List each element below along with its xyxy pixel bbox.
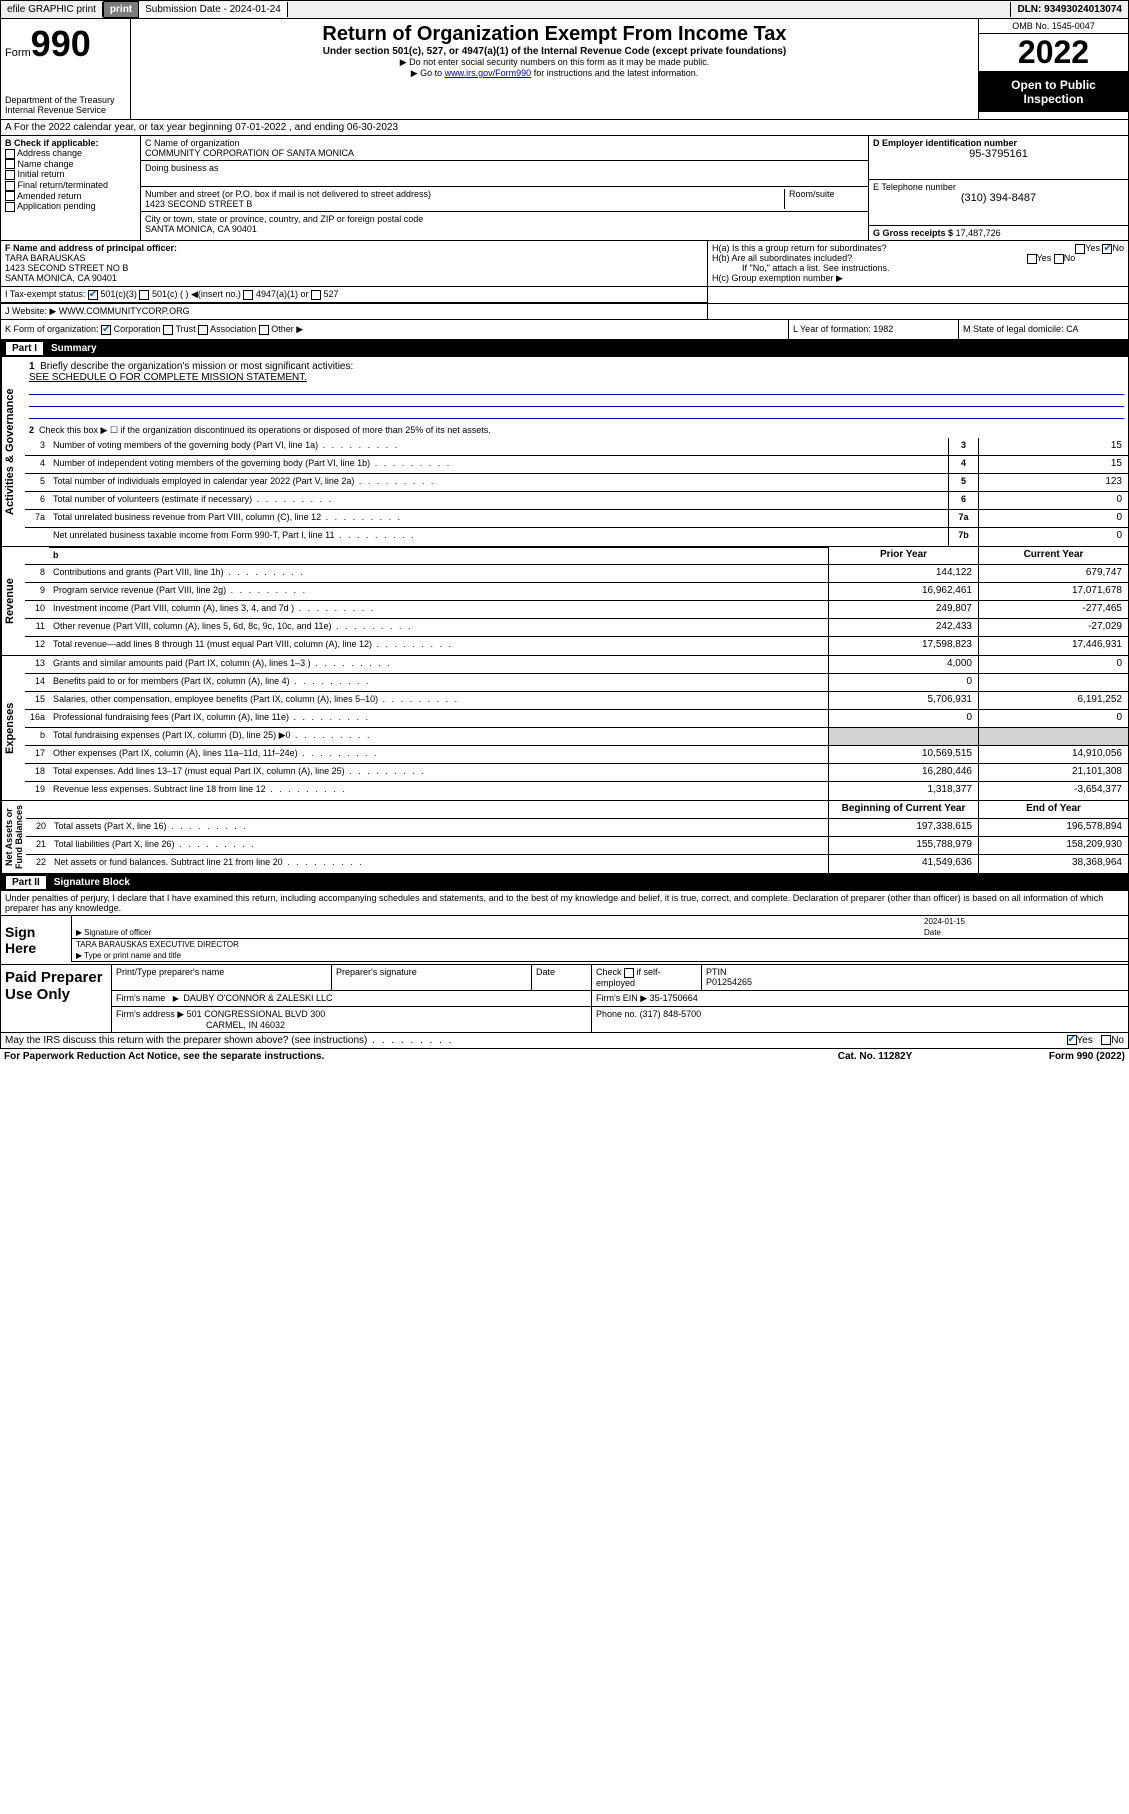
submission-date: Submission Date - 2024-01-24 [139,2,288,17]
chk-final[interactable]: Final return/terminated [5,180,136,191]
officer-sig-name: TARA BARAUSKAS EXECUTIVE DIRECTOR [76,940,239,949]
vert-revenue: Revenue [1,547,25,655]
firm-name: DAUBY O'CONNOR & ZALESKI LLC [183,993,332,1003]
irs-link[interactable]: www.irs.gov/Form990 [445,68,532,78]
row-klm: K Form of organization: Corporation Trus… [0,320,1129,340]
ha-no-check[interactable] [1102,244,1112,254]
chk-name[interactable]: Name change [5,159,136,170]
form-title: Return of Organization Exempt From Incom… [135,23,974,46]
omb: OMB No. 1545-0047 [979,19,1128,34]
row-j: J Website: ▶ WWW.COMMUNITYCORP.ORG [0,304,1129,320]
declaration: Under penalties of perjury, I declare th… [0,891,1129,916]
form-990-label: Form990 [5,23,126,65]
chk-address[interactable]: Address change [5,148,136,159]
paid-preparer: Paid Preparer Use Only Print/Type prepar… [0,965,1129,1033]
website: WWW.COMMUNITYCORP.ORG [59,306,190,316]
activities-governance: Activities & Governance 1 Briefly descri… [0,357,1129,547]
vert-expenses: Expenses [1,656,25,800]
sign-here-block: Sign Here 2024-01-15 Signature of office… [0,916,1129,965]
city: SANTA MONICA, CA 90401 [145,224,864,234]
mission-text: SEE SCHEDULE O FOR COMPLETE MISSION STAT… [29,372,1124,383]
firm-ein: 35-1750664 [650,993,698,1003]
revenue-block: Revenue bPrior YearCurrent Year 8Contrib… [0,547,1129,656]
efile-label: efile GRAPHIC print [1,2,103,17]
row-ij: I Tax-exempt status: 501(c)(3) 501(c) ( … [0,287,1129,304]
chk-initial[interactable]: Initial return [5,169,136,180]
box-b: B Check if applicable: Address change Na… [1,136,141,240]
chk-amended[interactable]: Amended return [5,191,136,202]
part-ii-header: Part II Signature Block [0,874,1129,891]
box-deg: D Employer identification number 95-3795… [868,136,1128,240]
top-bar: efile GRAPHIC print print Submission Dat… [0,0,1129,19]
form-subtitle: Under section 501(c), 527, or 4947(a)(1)… [135,46,974,57]
gross-receipts: 17,487,726 [956,228,1001,238]
expenses-block: Expenses 13Grants and similar amounts pa… [0,656,1129,801]
officer-name: TARA BARAUSKAS [5,253,703,263]
dept-label: Department of the Treasury [5,95,126,105]
box-c: C Name of organization COMMUNITY CORPORA… [141,136,868,240]
street: 1423 SECOND STREET B [145,199,784,209]
vert-activities: Activities & Governance [1,357,25,546]
part-i-header: Part I Summary [0,340,1129,357]
dln: DLN: 93493024013074 [1010,2,1128,17]
form-note1: ▶ Do not enter social security numbers o… [135,57,974,68]
irs-label: Internal Revenue Service [5,105,126,115]
prep-phone: (317) 848-5700 [640,1009,702,1019]
print-button[interactable]: print [103,1,139,18]
chk-pending[interactable]: Application pending [5,201,136,212]
row-a: A For the 2022 calendar year, or tax yea… [0,120,1129,136]
ptin: P01254265 [706,977,1124,987]
org-name: COMMUNITY CORPORATION OF SANTA MONICA [145,148,864,158]
sig-date: 2024-01-15 [924,917,1124,926]
row-fh: F Name and address of principal officer:… [0,241,1129,287]
discuss-yes[interactable] [1067,1035,1077,1045]
footer: For Paperwork Reduction Act Notice, see … [0,1049,1129,1064]
netassets-block: Net Assets orFund Balances Beginning of … [0,801,1129,874]
section-bcdefg: B Check if applicable: Address change Na… [0,136,1129,241]
phone: (310) 394-8487 [873,192,1124,204]
corp-check[interactable] [101,325,111,335]
open-to-public: Open to Public Inspection [979,72,1128,112]
tax-year: 2022 [979,34,1128,72]
discuss-row: May the IRS discuss this return with the… [0,1033,1129,1049]
ein: 95-3795161 [873,148,1124,160]
form-note2: ▶ Go to www.irs.gov/Form990 for instruct… [135,68,974,79]
form-header: Form990 Department of the Treasury Inter… [0,19,1129,120]
vert-netassets: Net Assets orFund Balances [1,801,26,873]
501c3-check[interactable] [88,290,98,300]
